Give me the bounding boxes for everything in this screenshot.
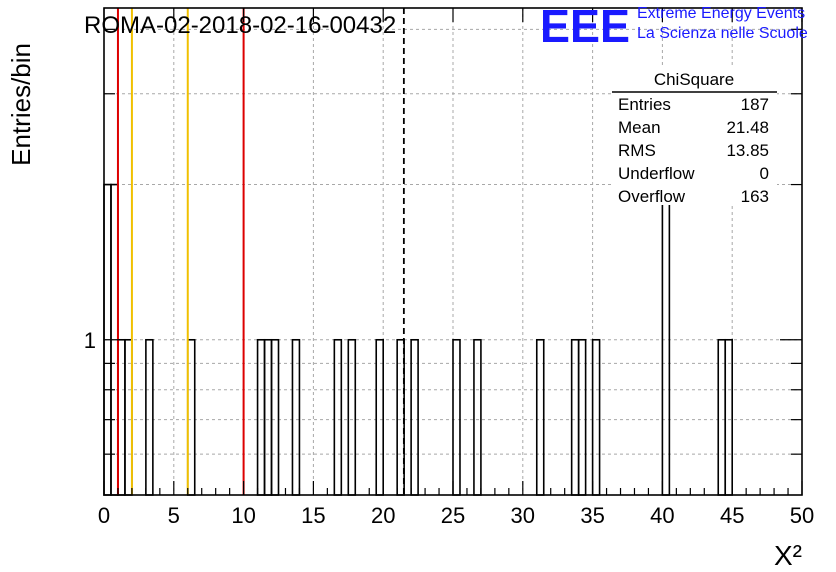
y-axis-label: Entries/bin <box>6 43 36 166</box>
stats-label: RMS <box>618 141 656 160</box>
stats-value: 0 <box>760 164 769 183</box>
stats-rows: Entries 187 Mean 21.48 RMS 13.85 Underflow 0 Ove… <box>618 95 769 206</box>
x-tick-label: 5 <box>168 503 180 528</box>
x-tick-label: 50 <box>790 503 814 528</box>
stats-title: ChiSquare <box>654 70 734 89</box>
x-axis-label: X² <box>774 540 802 571</box>
stats-label: Underflow <box>618 164 695 183</box>
x-tick-label: 10 <box>231 503 255 528</box>
x-tick-label: 35 <box>580 503 604 528</box>
histogram-bars <box>103 183 733 496</box>
stats-box: ChiSquare Entries 187 Mean 21.48 RMS 13.85 Und… <box>612 68 777 206</box>
y-axis-ticks: 1 <box>84 28 802 455</box>
x-tick-label: 25 <box>441 503 465 528</box>
stats-value: 13.85 <box>726 141 769 160</box>
stats-label: Mean <box>618 118 661 137</box>
logo: EEE Extreme Energy Events La Scienza nel… <box>540 0 808 52</box>
x-tick-label: 45 <box>720 503 744 528</box>
x-tick-label: 30 <box>511 503 535 528</box>
stats-value: 163 <box>741 187 769 206</box>
stats-label: Overflow <box>618 187 686 206</box>
stats-value: 187 <box>741 95 769 114</box>
x-tick-label: 40 <box>650 503 674 528</box>
chart-title: ROMA-02-2018-02-16-00432 <box>84 12 396 39</box>
y-tick-label: 1 <box>84 328 96 353</box>
logo-line2: La Scienza nelle Scuole <box>637 25 808 42</box>
stats-box-background <box>612 68 777 205</box>
x-tick-label: 0 <box>98 503 110 528</box>
stats-value: 21.48 <box>726 118 769 137</box>
x-tick-label: 15 <box>301 503 325 528</box>
reference-lines <box>116 8 405 495</box>
logo-line1: Extreme Energy Events <box>637 5 805 22</box>
x-tick-label: 20 <box>371 503 395 528</box>
logo-mark: EEE <box>540 0 630 52</box>
stats-label: Entries <box>618 95 671 114</box>
x-axis-ticks: 0 5 10 15 20 25 30 35 40 45 50 <box>98 8 814 528</box>
